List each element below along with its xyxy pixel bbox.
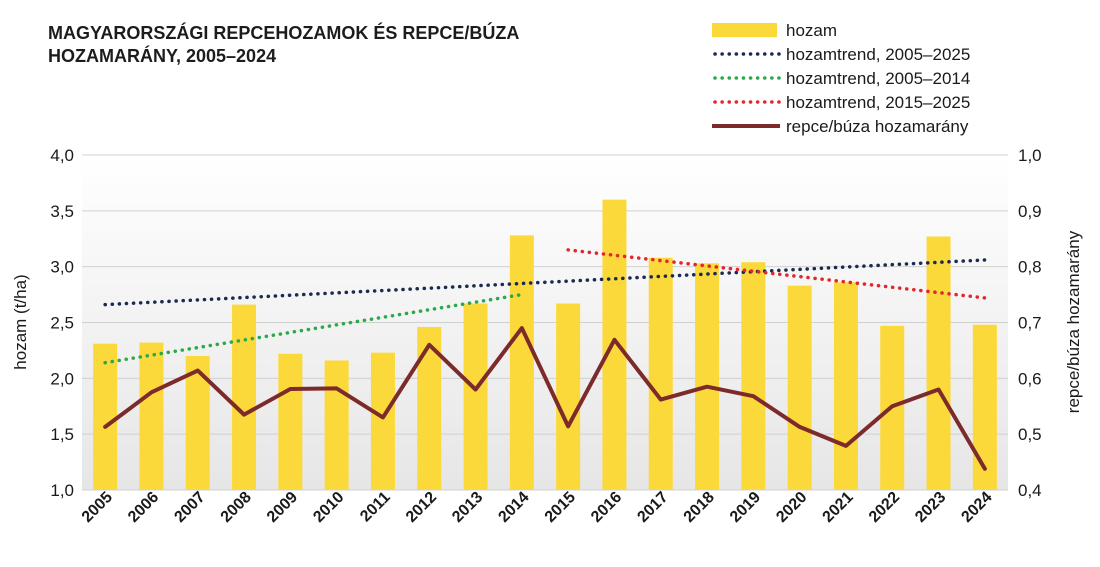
x-tick-label: 2015	[542, 489, 579, 526]
y-tick-label: 2,0	[50, 369, 74, 388]
legend: hozam hozamtrend, 2005–2025 hozamtrend, 20…	[712, 21, 970, 136]
trend-line	[103, 292, 524, 365]
x-tick-label: 2018	[681, 489, 718, 526]
y2-tick-label: 0,7	[1018, 314, 1042, 333]
bar	[556, 303, 581, 490]
legend-label: hozamtrend, 2005–2025	[786, 45, 970, 64]
x-tick-label: 2022	[866, 489, 903, 526]
x-tick-label: 2011	[357, 489, 394, 526]
legend-label: hozam	[786, 21, 837, 40]
trend-lines	[103, 248, 987, 365]
ratio-line	[103, 326, 987, 471]
x-tick-label: 2021	[820, 489, 857, 526]
bar-series	[93, 199, 997, 490]
bar	[972, 324, 997, 490]
y2-tick-label: 0,5	[1018, 425, 1042, 444]
bar	[232, 304, 257, 490]
y-axis-label: hozam (t/ha)	[11, 274, 30, 369]
bar	[602, 199, 627, 490]
x-tick-label: 2005	[79, 489, 116, 526]
ratio-series-line	[103, 326, 987, 471]
trend-line	[103, 258, 987, 307]
x-tick-label: 2010	[310, 489, 347, 526]
bar	[139, 342, 164, 490]
y2-axis-label: repce/búza hozamarány	[1064, 230, 1083, 413]
legend-label: hozamtrend, 2005–2014	[786, 69, 970, 88]
bar	[833, 282, 858, 490]
bar	[926, 236, 951, 490]
y2-tick-label: 0,4	[1018, 481, 1042, 500]
x-tick-label: 2014	[495, 489, 532, 526]
bar	[648, 257, 673, 490]
x-tick-label: 2007	[171, 489, 208, 526]
y-tick-label: 4,0	[50, 146, 74, 165]
x-tick-label: 2019	[727, 489, 764, 526]
bar	[370, 352, 395, 490]
y2-tick-label: 0,6	[1018, 369, 1042, 388]
y-tick-label: 3,0	[50, 258, 74, 277]
legend-label: repce/búza hozamarány	[786, 117, 969, 136]
bar	[695, 263, 720, 490]
x-tick-label: 2006	[125, 489, 162, 526]
bar	[278, 353, 303, 490]
bar	[741, 262, 766, 490]
x-tick-label: 2016	[588, 489, 625, 526]
x-tick-label: 2017	[634, 489, 671, 526]
y-tick-label: 2,5	[50, 314, 74, 333]
y-tick-label: 1,5	[50, 425, 74, 444]
bar	[787, 285, 812, 490]
y2-tick-label: 0,9	[1018, 202, 1042, 221]
y2-tick-label: 1,0	[1018, 146, 1042, 165]
legend-label: hozamtrend, 2015–2025	[786, 93, 970, 112]
x-tick-label: 2024	[958, 489, 995, 526]
trend-line	[566, 248, 987, 300]
y-tick-label: 1,0	[50, 481, 74, 500]
y-tick-label: 3,5	[50, 202, 74, 221]
legend-swatch	[712, 23, 777, 37]
x-tick-label: 2013	[449, 489, 486, 526]
bar	[509, 235, 534, 490]
bar	[463, 303, 488, 490]
bar	[93, 343, 118, 490]
chart-title: MAGYARORSZÁGI REPCEHOZAMOK ÉS REPCE/BÚZA…	[48, 23, 519, 66]
bar	[324, 360, 349, 490]
x-tick-label: 2020	[773, 489, 810, 526]
x-tick-label: 2009	[264, 489, 301, 526]
x-tick-label: 2008	[218, 489, 255, 526]
y2-tick-label: 0,8	[1018, 258, 1042, 277]
x-tick-label: 2012	[403, 489, 440, 526]
x-tick-label: 2023	[912, 489, 949, 526]
